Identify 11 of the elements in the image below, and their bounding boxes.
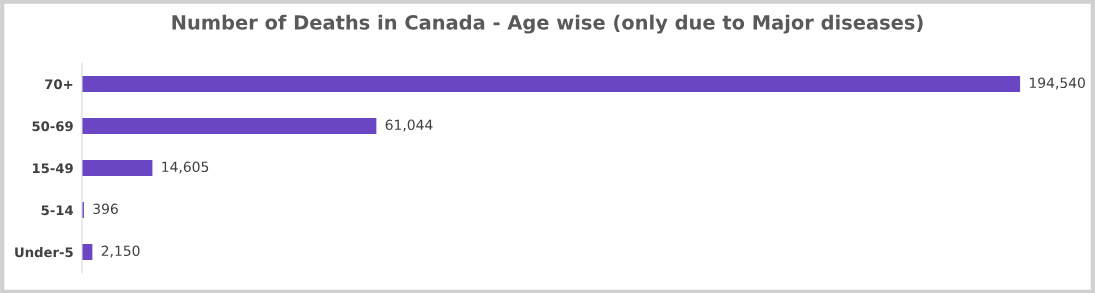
y-tick-label: 5-14: [41, 205, 74, 216]
data-label: 2,150: [101, 245, 140, 258]
y-tick-label: Under-5: [15, 246, 73, 258]
data-label: 14,605: [162, 161, 209, 174]
y-tick-label: 70+: [45, 79, 73, 90]
chart-title: Number of Deaths in Canada - Age wise (only due to Major diseases): [172, 14, 923, 34]
data-label: 194,540: [1029, 77, 1085, 90]
y-tick-label: 50-69: [32, 121, 73, 132]
data-label: 61,044: [385, 119, 433, 132]
data-label: 396: [93, 203, 118, 215]
y-tick-label: 15-49: [32, 163, 73, 174]
